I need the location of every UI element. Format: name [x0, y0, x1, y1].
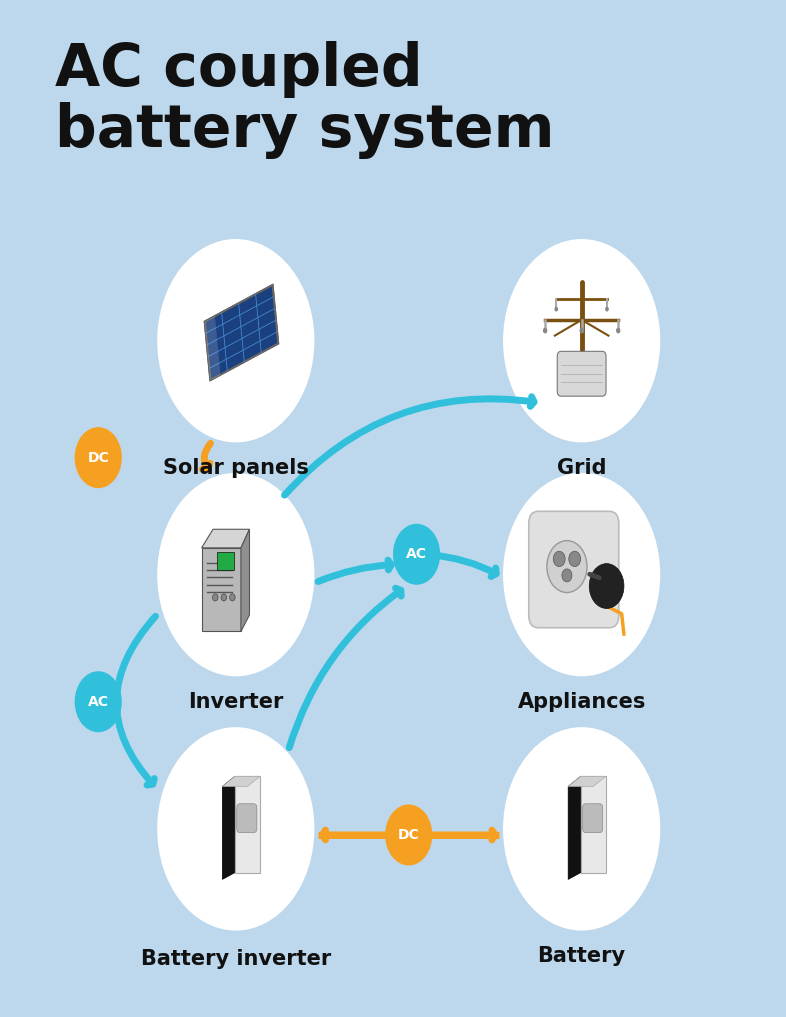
Circle shape — [75, 671, 122, 732]
Polygon shape — [235, 776, 260, 873]
Text: AC: AC — [88, 695, 108, 709]
Circle shape — [503, 239, 660, 442]
Circle shape — [605, 307, 609, 311]
Circle shape — [385, 804, 432, 865]
Text: Solar panels: Solar panels — [163, 458, 309, 478]
Text: Battery: Battery — [538, 946, 626, 966]
FancyBboxPatch shape — [529, 512, 619, 627]
Circle shape — [569, 551, 581, 566]
Text: Grid: Grid — [557, 458, 606, 478]
Text: Battery inverter: Battery inverter — [141, 949, 331, 969]
Text: AC: AC — [406, 547, 427, 561]
Polygon shape — [201, 548, 241, 632]
Circle shape — [503, 473, 660, 676]
Polygon shape — [222, 776, 235, 880]
Polygon shape — [217, 552, 234, 570]
Polygon shape — [568, 776, 606, 786]
FancyBboxPatch shape — [582, 803, 603, 833]
Polygon shape — [222, 776, 260, 786]
Circle shape — [503, 727, 660, 931]
FancyBboxPatch shape — [237, 803, 257, 833]
Text: Appliances: Appliances — [517, 692, 646, 712]
Circle shape — [221, 594, 226, 601]
Circle shape — [75, 427, 122, 488]
Circle shape — [590, 563, 624, 608]
Circle shape — [212, 594, 218, 601]
Circle shape — [157, 239, 314, 442]
Text: DC: DC — [87, 451, 109, 465]
Polygon shape — [581, 776, 606, 873]
Circle shape — [230, 594, 235, 601]
Circle shape — [157, 727, 314, 931]
Circle shape — [616, 327, 620, 334]
FancyBboxPatch shape — [557, 351, 606, 397]
Circle shape — [579, 327, 584, 334]
Circle shape — [157, 473, 314, 676]
Circle shape — [553, 551, 565, 566]
Circle shape — [554, 307, 558, 311]
Text: Inverter: Inverter — [188, 692, 284, 712]
Polygon shape — [204, 285, 278, 380]
Circle shape — [562, 569, 572, 582]
Circle shape — [393, 524, 440, 585]
Circle shape — [547, 541, 587, 593]
Circle shape — [543, 327, 547, 334]
Text: AC coupled
battery system: AC coupled battery system — [55, 41, 554, 160]
Polygon shape — [241, 529, 249, 632]
Polygon shape — [568, 776, 581, 880]
Text: DC: DC — [398, 828, 420, 842]
Polygon shape — [201, 529, 249, 548]
Polygon shape — [204, 316, 221, 380]
